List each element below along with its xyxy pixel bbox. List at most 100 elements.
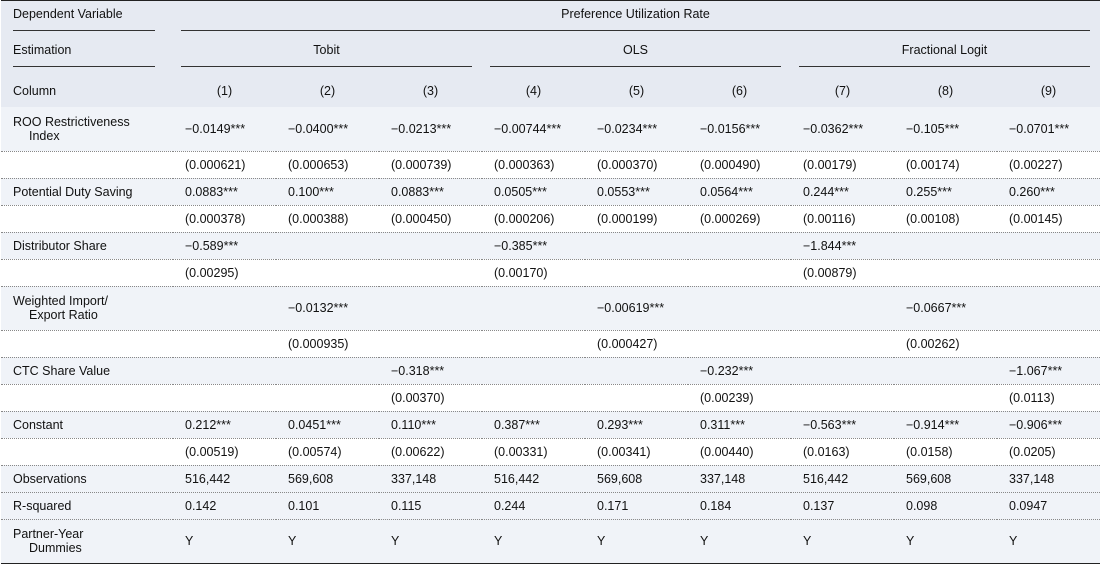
cell [894,357,997,385]
cell: (0.00574) [276,438,379,466]
cell: 0.184 [688,492,791,520]
row-label: Partner-Year Dummies [1,519,173,564]
cell [894,384,997,412]
row-label-line: Observations [13,471,87,486]
row-label-line: Index [29,128,60,143]
cell: (0.0113) [997,384,1101,412]
cell [997,330,1101,358]
cell: −0.0667*** [894,286,997,331]
cell: (0.00519) [173,438,276,466]
column-number: (4) [482,74,585,107]
row-label-line: Constant [13,417,64,432]
row-label [1,330,173,358]
cell: −0.105*** [894,107,997,152]
table-row: (0.000621) (0.000653) (0.000739) (0.000363)… [1,151,1101,179]
cell: 0.100*** [276,178,379,206]
column-number: (5) [585,74,688,107]
cell: (0.000199) [585,205,688,233]
cell: 0.311*** [688,411,791,439]
cell: 0.0883*** [379,178,482,206]
row-label-line: Distributor Share [13,238,107,253]
cell [379,286,482,331]
cell: (0.000739) [379,151,482,179]
cell: (0.000450) [379,205,482,233]
cell: (0.00295) [173,259,276,287]
column-number: (7) [791,74,894,107]
estimation: Fractional Logit [799,43,1091,67]
cell [276,357,379,385]
cell: (0.00227) [997,151,1101,179]
row-label: Distributor Share [1,232,173,260]
cell: (0.00331) [482,438,585,466]
row-label-line: Dummies [29,541,82,555]
cell: Y [173,519,276,564]
cell: −0.0213*** [379,107,482,152]
row-label: CTC Share Value [1,357,173,385]
cell: (0.000653) [276,151,379,179]
cell [276,384,379,412]
cell: Y [791,519,894,564]
cell: 0.260*** [997,178,1101,206]
cell: (0.000427) [585,330,688,358]
column-number: (3) [379,74,482,107]
table-row: (0.00295) (0.00170) (0.00879) [1,259,1101,287]
cell: −0.232*** [688,357,791,385]
cell [379,330,482,358]
cell: (0.00440) [688,438,791,466]
table-row: Partner-Year Dummies Y Y Y Y Y Y Y Y Y [1,519,1101,564]
cell: 0.244*** [791,178,894,206]
cell: 569,608 [585,465,688,493]
cell [894,259,997,287]
cell: Y [276,519,379,564]
cell: (0.00341) [585,438,688,466]
cell: 0.244 [482,492,585,520]
cell: −0.0701*** [997,107,1101,152]
cell [997,286,1101,331]
cell: 0.101 [276,492,379,520]
cell: 0.0451*** [276,411,379,439]
cell: Y [997,519,1101,564]
cell [173,286,276,331]
cell: −0.0132*** [276,286,379,331]
cell [585,259,688,287]
table-header: Dependent Variable Preference Utilizatio… [1,0,1101,107]
cell [379,232,482,260]
column-number: (8) [894,74,997,107]
table-row: (0.000378) (0.000388) (0.000450) (0.000206)… [1,205,1101,233]
row-label [1,151,173,179]
cell: 0.110*** [379,411,482,439]
table-row: (0.00370) (0.00239) (0.0113) [1,384,1101,412]
cell: 0.0553*** [585,178,688,206]
cell: 337,148 [997,465,1101,493]
row-label-line: R-squared [13,498,72,513]
cell: −0.0362*** [791,107,894,152]
cell: (0.000206) [482,205,585,233]
cell [173,357,276,385]
cell: (0.000388) [276,205,379,233]
cell: (0.00370) [379,384,482,412]
cell: 569,608 [894,465,997,493]
cell: (0.00174) [894,151,997,179]
cell [997,232,1101,260]
estimation: Tobit [181,43,472,67]
table-row: R-squared 0.142 0.101 0.115 0.244 0.171 0.184 0… [1,492,1101,520]
cell [585,357,688,385]
cell: (0.00108) [894,205,997,233]
dependent-variable: Preference Utilization Rate [181,7,1091,31]
cell [997,259,1101,287]
cell [585,384,688,412]
cell [482,357,585,385]
table-row: Distributor Share −0.589*** −0.385*** −1.84… [1,232,1101,260]
column-number: (1) [173,74,276,107]
cell: (0.00145) [997,205,1101,233]
table-row: ROO Restrictiveness Index −0.0149*** −0.040… [1,107,1101,152]
cell: −0.0149*** [173,107,276,152]
cell: Y [585,519,688,564]
cell [173,384,276,412]
cell: 0.0505*** [482,178,585,206]
cell: 516,442 [482,465,585,493]
table-body: ROO Restrictiveness Index −0.0149*** −0.040… [1,107,1101,564]
cell: −1.067*** [997,357,1101,385]
cell [482,384,585,412]
